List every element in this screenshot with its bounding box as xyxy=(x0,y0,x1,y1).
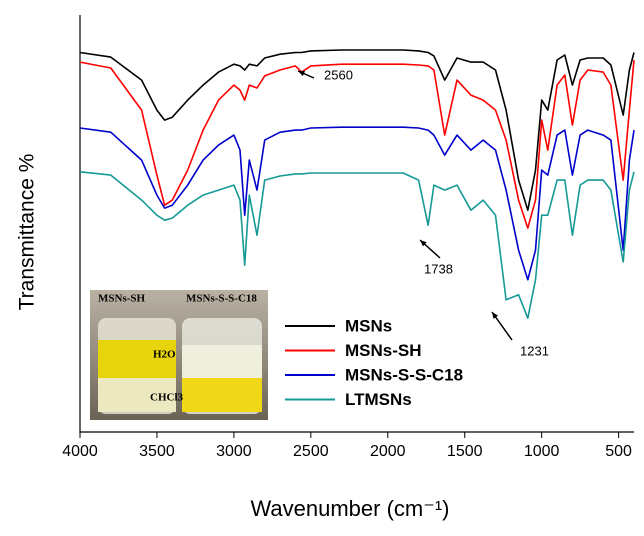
inset-label: MSNs-S-S-C18 xyxy=(186,293,257,305)
arrow-head xyxy=(298,71,305,77)
arrow-head xyxy=(492,312,498,319)
inset-photo: MSNs-SH MSNs-S-S-C18 H2O CHCl3 xyxy=(90,290,268,420)
x-tick-label: 2500 xyxy=(293,443,329,460)
spectrum-line xyxy=(79,59,635,229)
inset-label: MSNs-SH xyxy=(98,293,146,305)
x-tick-label: 3500 xyxy=(139,443,175,460)
legend-label: LTMSNs xyxy=(345,390,412,409)
y-axis-label: Transmittance % xyxy=(16,154,39,311)
annotation: 2560 xyxy=(324,67,353,82)
x-tick-label: 1500 xyxy=(447,443,483,460)
x-tick-label: 3000 xyxy=(216,443,252,460)
x-tick-label: 1000 xyxy=(524,443,560,460)
legend-label: MSNs-SH xyxy=(345,341,422,360)
annotation: 1738 xyxy=(424,261,453,276)
x-tick-label: 4000 xyxy=(62,443,98,460)
spectrum-line xyxy=(79,171,635,319)
x-axis-label: Wavenumber (cm⁻¹) xyxy=(250,496,449,521)
inset-label: H2O xyxy=(153,349,176,361)
annotation: 1231 xyxy=(520,343,549,358)
x-tick-label: 500 xyxy=(605,443,632,460)
legend-label: MSNs-S-S-C18 xyxy=(345,365,463,384)
legend-label: MSNs xyxy=(345,316,392,335)
x-tick-label: 2000 xyxy=(370,443,406,460)
spectrum-line xyxy=(79,49,635,211)
inset-label: CHCl3 xyxy=(150,392,184,404)
arrow-head xyxy=(420,240,427,247)
spectrum-line xyxy=(79,126,635,281)
